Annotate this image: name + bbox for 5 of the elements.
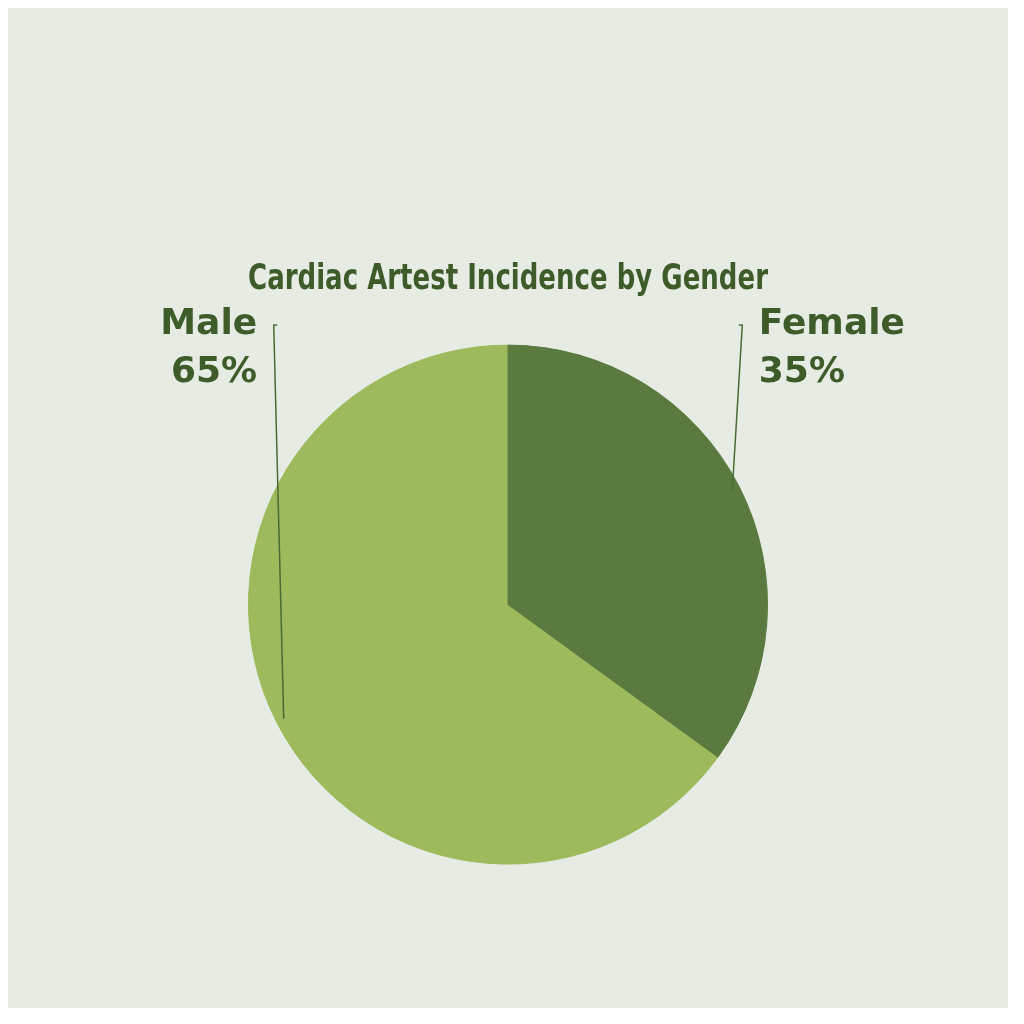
data-label: 65% [171, 349, 258, 391]
slice-label: Male [160, 301, 258, 343]
slice-label: Female [758, 301, 905, 343]
data-label: 35% [758, 349, 845, 391]
chart-title: Cardiac Artest Incidence by Gender [248, 255, 769, 297]
